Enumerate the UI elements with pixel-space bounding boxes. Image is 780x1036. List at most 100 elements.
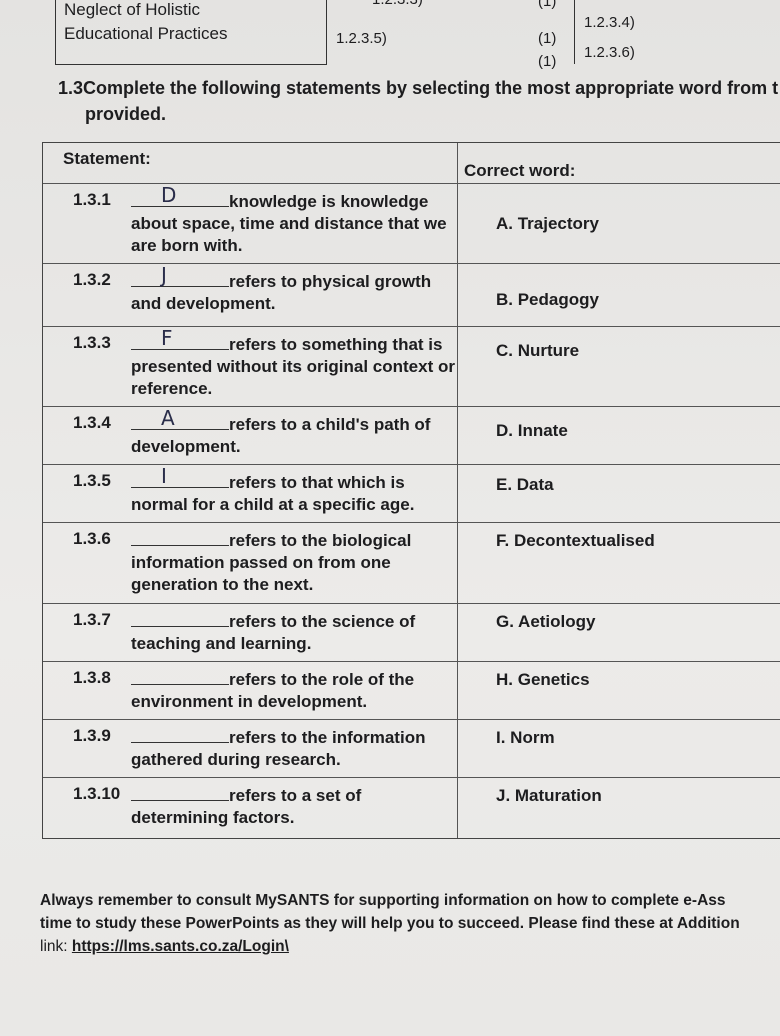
word-cell: B. Pedagogy: [458, 264, 780, 326]
statement-cell: 1.3.7 refers to the science of teaching …: [43, 604, 458, 661]
word-option: I. Norm: [496, 728, 555, 747]
statement-body: refers to the science of teaching and le…: [131, 612, 416, 653]
statement-number: 1.3.5: [73, 471, 111, 490]
word-cell: C. Nurture: [458, 327, 780, 406]
answer-blank[interactable]: [131, 529, 229, 546]
word-option: A. Trajectory: [496, 214, 599, 233]
word-cell: A. Trajectory: [458, 184, 780, 263]
mark-label: (1): [538, 53, 557, 70]
word-option: H. Genetics: [496, 670, 590, 689]
word-option: D. Innate: [496, 421, 568, 440]
statement-header-cell: Statement:: [43, 143, 458, 183]
answer-blank[interactable]: I: [131, 465, 229, 488]
answer-blank[interactable]: [131, 726, 229, 743]
footer: Always remember to consult MySANTS for s…: [40, 889, 780, 958]
previous-question-table: Neglect of Holistic Educational Practice…: [0, 0, 780, 74]
word-option: E. Data: [496, 475, 554, 494]
statement-body: refers to that which is normal for a chi…: [131, 473, 415, 514]
statement-body: refers to the biological information pas…: [131, 531, 412, 594]
answer-blank[interactable]: [131, 784, 229, 801]
cell-label: 1.2.3.4): [584, 14, 635, 31]
word-option: J. Maturation: [496, 786, 602, 805]
question-text: Complete the following statements by sel…: [83, 78, 779, 98]
table-row: 1.3.8 refers to the role of the environm…: [43, 661, 780, 719]
statement-cell: 1.3.6 refers to the biological informati…: [43, 523, 458, 603]
cell-label: 1.2.3.5): [336, 30, 387, 47]
word-cell: E. Data: [458, 465, 780, 522]
cell-label: 1.2.3.6): [584, 44, 635, 61]
statement-number: 1.3.2: [73, 270, 111, 289]
topic-line2: Educational Practices: [64, 24, 228, 43]
question-heading: 1.3Complete the following statements by …: [58, 78, 778, 99]
statement-number: 1.3.9: [73, 726, 111, 745]
word-cell: G. Aetiology: [458, 604, 780, 661]
answer-blank[interactable]: [131, 610, 229, 627]
topic-cell: Neglect of Holistic Educational Practice…: [55, 0, 327, 65]
statement-number: 1.3.7: [73, 610, 111, 629]
answer-blank[interactable]: D: [131, 184, 229, 207]
statement-number: 1.3.6: [73, 529, 111, 548]
answer-blank[interactable]: F: [131, 327, 229, 350]
word-option: G. Aetiology: [496, 612, 596, 631]
statement-text: refers to a set of determining factors.: [131, 784, 457, 829]
mark-label: (1): [538, 0, 557, 10]
statement-body: refers to physical growth and developmen…: [131, 272, 432, 313]
statement-body: refers to a child's path of development.: [131, 415, 431, 456]
statement-number: 1.3.8: [73, 668, 111, 687]
word-cell: I. Norm: [458, 720, 780, 777]
handwritten-answer: I: [161, 464, 167, 488]
statement-header: Statement:: [63, 149, 151, 168]
table-row: 1.3.10 refers to a set of determining fa…: [43, 777, 780, 838]
answer-blank[interactable]: [131, 668, 229, 685]
statement-number: 1.3.3: [73, 333, 111, 352]
sants-login-link[interactable]: https://lms.sants.co.za/Login\: [71, 938, 289, 955]
answer-blank[interactable]: J: [131, 264, 229, 287]
statement-text: refers to the information gathered durin…: [131, 726, 457, 771]
statement-body: refers to the role of the environment in…: [131, 670, 415, 711]
handwritten-answer: J: [161, 263, 167, 287]
word-header: Correct word:: [464, 161, 576, 180]
table-header-row: Statement: Correct word:: [43, 143, 780, 183]
handwritten-answer: A: [161, 406, 175, 430]
statement-cell: 1.3.10 refers to a set of determining fa…: [43, 778, 458, 838]
word-header-cell: Correct word:: [458, 143, 780, 183]
cell-label: 1.2.3.3): [372, 0, 423, 8]
word-option: C. Nurture: [496, 341, 580, 360]
word-cell: F. Decontextualised: [458, 523, 780, 603]
statement-body: refers to a set of determining factors.: [131, 786, 362, 827]
word-option: B. Pedagogy: [496, 290, 599, 309]
question-number: 1.3: [58, 78, 84, 98]
statement-body: refers to the information gathered durin…: [131, 728, 426, 769]
answer-blank[interactable]: A: [131, 407, 229, 430]
table-row: 1.3.7 refers to the science of teaching …: [43, 603, 780, 661]
statement-text: refers to the role of the environment in…: [131, 668, 457, 713]
statement-text: refers to the science of teaching and le…: [131, 610, 457, 655]
word-option: F. Decontextualised: [496, 531, 655, 550]
link-label: link:: [40, 938, 68, 955]
statement-text: refers to the biological information pas…: [131, 529, 457, 596]
answer-cell: [326, 0, 575, 64]
footer-line1: Always remember to consult MySANTS for s…: [40, 892, 726, 909]
statement-body: refers to something that is presented wi…: [131, 335, 455, 398]
handwritten-answer: F: [161, 326, 173, 350]
mark-label: (1): [538, 30, 557, 47]
handwritten-answer: D: [161, 183, 177, 207]
table-row: 1.3.6 refers to the biological informati…: [43, 522, 780, 603]
word-cell: H. Genetics: [458, 662, 780, 719]
